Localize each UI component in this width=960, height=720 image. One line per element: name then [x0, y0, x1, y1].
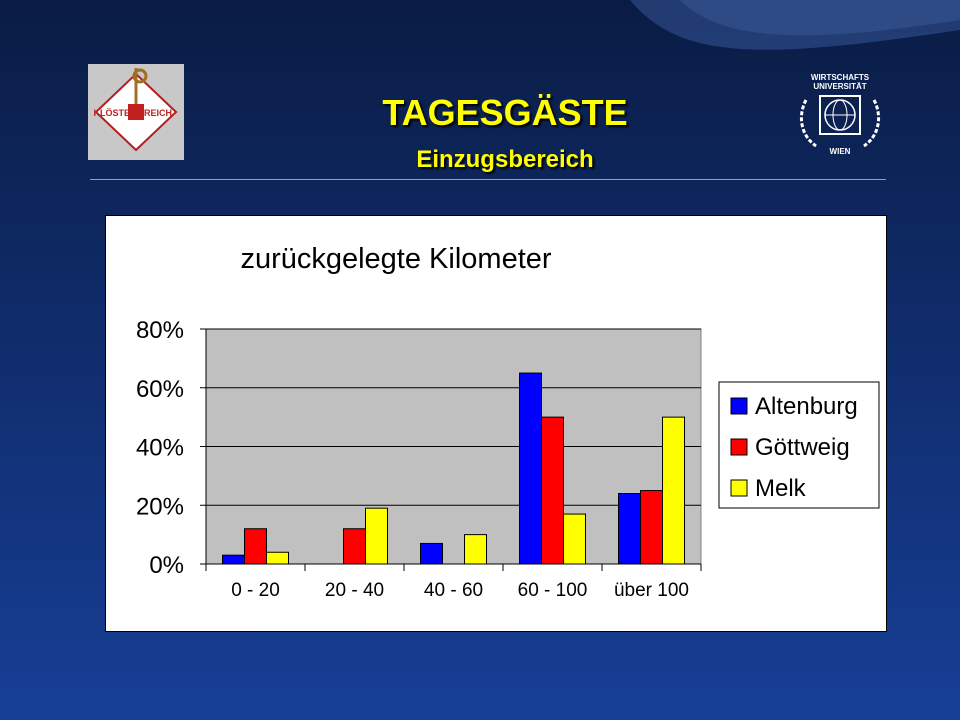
legend-swatch — [730, 438, 748, 456]
legend-label: Göttweig — [755, 434, 850, 461]
logo-right-line3: WIEN — [830, 147, 851, 156]
bar-göttweig — [244, 528, 267, 565]
legend-label: Melk — [755, 475, 807, 502]
bar-melk — [563, 513, 586, 565]
bar-altenburg — [519, 372, 542, 565]
bar-melk — [662, 416, 685, 565]
bar-altenburg — [222, 554, 245, 565]
kloesterreich-logo: KLÖSTER REICH — [88, 64, 184, 160]
legend-swatch — [730, 397, 748, 415]
bar-altenburg — [420, 542, 443, 565]
x-tick-label: 60 - 100 — [518, 580, 588, 601]
bar-göttweig — [640, 490, 663, 565]
y-tick-label: 20% — [136, 493, 184, 520]
legend-label: Altenburg — [755, 393, 858, 420]
bar-melk — [365, 507, 388, 565]
header-divider — [90, 179, 886, 180]
chart-container: zurückgelegte Kilometer 0% 20% 40% 60% 80% 0 … — [105, 215, 887, 632]
y-tick-label: 40% — [136, 435, 184, 462]
x-tick-label: 20 - 40 — [325, 580, 384, 601]
logo-right-line2: UNIVERSITÄT — [813, 82, 866, 91]
y-tick-label: 80% — [136, 317, 184, 344]
bar-altenburg — [618, 493, 641, 565]
y-tick-label: 0% — [149, 552, 184, 579]
logo-right-line1: WIRTSCHAFTS — [811, 73, 870, 82]
x-tick-label: 0 - 20 — [231, 580, 280, 601]
bar-melk — [266, 551, 289, 565]
legend-swatch — [730, 479, 748, 497]
bar-chart: zurückgelegte Kilometer 0% 20% 40% 60% 80% 0 … — [136, 243, 880, 601]
x-tick-label: über 100 — [614, 580, 689, 601]
bar-göttweig — [541, 416, 564, 565]
wu-wien-logo: WIRTSCHAFTS UNIVERSITÄT WIEN — [792, 70, 888, 166]
page-title: TAGESGÄSTE — [382, 92, 628, 133]
logo-left-text-a: KLÖSTER — [93, 108, 137, 118]
bar-melk — [464, 534, 487, 565]
logo-left-text-b: REICH — [144, 108, 172, 118]
bar-göttweig — [343, 528, 366, 565]
y-tick-label: 60% — [136, 376, 184, 403]
chart-title: zurückgelegte Kilometer — [240, 243, 551, 275]
page-subtitle: Einzugsbereich — [416, 146, 594, 173]
x-tick-label: 40 - 60 — [424, 580, 483, 601]
